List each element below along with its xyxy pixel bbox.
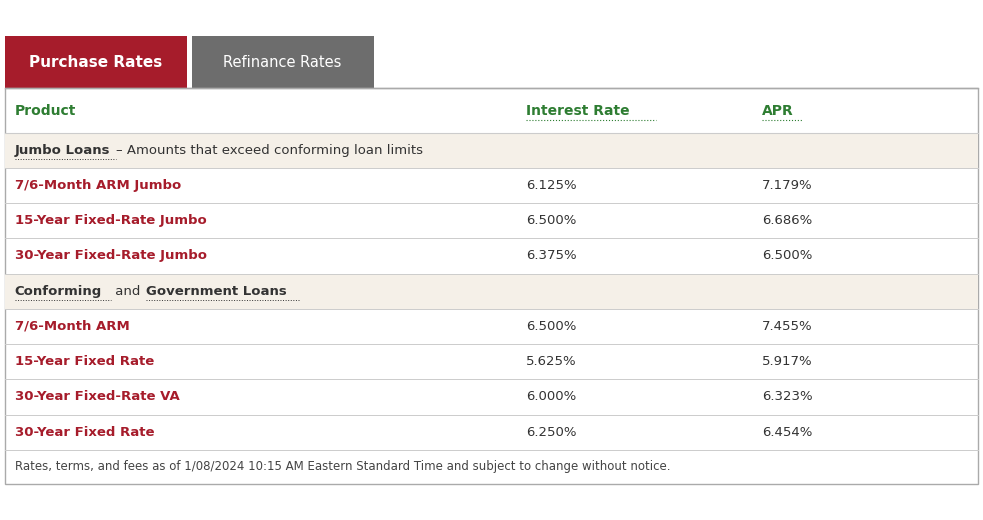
Bar bbox=[5, 88, 978, 484]
Bar bbox=[5, 36, 187, 88]
Text: Government Loans: Government Loans bbox=[146, 285, 287, 298]
Bar bbox=[192, 36, 374, 88]
Text: 30-Year Fixed Rate: 30-Year Fixed Rate bbox=[15, 426, 154, 439]
Text: 6.250%: 6.250% bbox=[526, 426, 576, 439]
Text: 6.125%: 6.125% bbox=[526, 179, 577, 192]
Text: 5.625%: 5.625% bbox=[526, 355, 577, 368]
Bar bbox=[5, 133, 978, 168]
Text: 7.179%: 7.179% bbox=[762, 179, 813, 192]
Text: 30-Year Fixed-Rate VA: 30-Year Fixed-Rate VA bbox=[15, 391, 180, 404]
Text: Purchase Rates: Purchase Rates bbox=[29, 55, 162, 70]
Text: 7/6-Month ARM: 7/6-Month ARM bbox=[15, 320, 130, 333]
Text: 15-Year Fixed-Rate Jumbo: 15-Year Fixed-Rate Jumbo bbox=[15, 214, 206, 227]
Text: 6.500%: 6.500% bbox=[762, 250, 812, 263]
Text: 15-Year Fixed Rate: 15-Year Fixed Rate bbox=[15, 355, 154, 368]
Text: 6.000%: 6.000% bbox=[526, 391, 576, 404]
Text: 6.454%: 6.454% bbox=[762, 426, 812, 439]
Text: 5.917%: 5.917% bbox=[762, 355, 813, 368]
Bar bbox=[5, 274, 978, 309]
Text: 6.500%: 6.500% bbox=[526, 320, 576, 333]
Text: and: and bbox=[111, 285, 145, 298]
Text: Refinance Rates: Refinance Rates bbox=[223, 55, 342, 70]
Text: Product: Product bbox=[15, 103, 76, 118]
Text: 6.686%: 6.686% bbox=[762, 214, 812, 227]
Text: Conforming: Conforming bbox=[15, 285, 102, 298]
Text: 6.500%: 6.500% bbox=[526, 214, 576, 227]
Text: APR: APR bbox=[762, 103, 793, 118]
Text: 7/6-Month ARM Jumbo: 7/6-Month ARM Jumbo bbox=[15, 179, 181, 192]
Text: Jumbo Loans: Jumbo Loans bbox=[15, 144, 110, 157]
Text: 6.375%: 6.375% bbox=[526, 250, 577, 263]
Text: 30-Year Fixed-Rate Jumbo: 30-Year Fixed-Rate Jumbo bbox=[15, 250, 206, 263]
Text: 6.323%: 6.323% bbox=[762, 391, 813, 404]
Text: Interest Rate: Interest Rate bbox=[526, 103, 629, 118]
Text: – Amounts that exceed conforming loan limits: – Amounts that exceed conforming loan li… bbox=[116, 144, 423, 157]
Text: 7.455%: 7.455% bbox=[762, 320, 813, 333]
Text: Rates, terms, and fees as of 1/08/2024 10:15 AM Eastern Standard Time and subjec: Rates, terms, and fees as of 1/08/2024 1… bbox=[15, 460, 670, 473]
